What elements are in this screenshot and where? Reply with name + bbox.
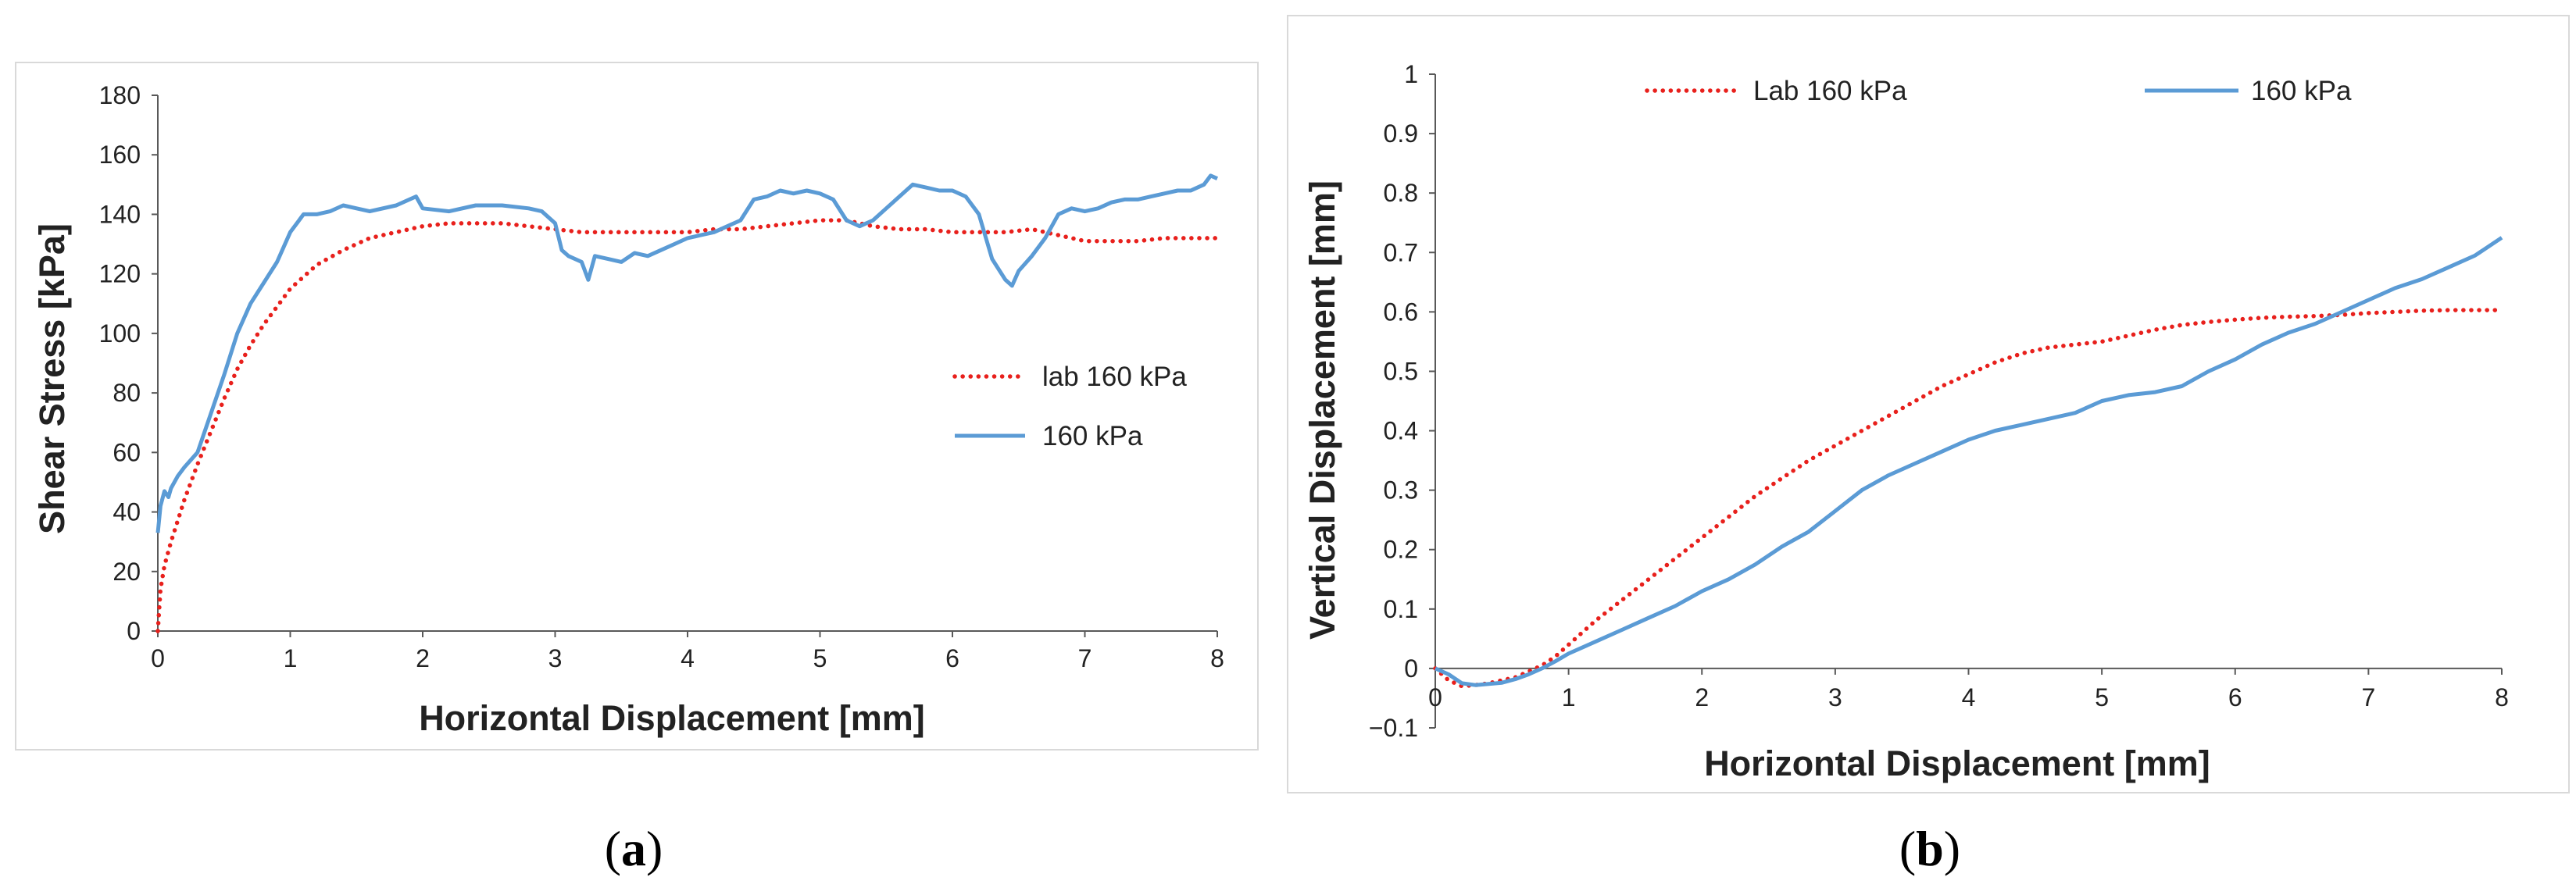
x-tick-label: 0 [1428,683,1442,711]
chart-b-axes: −0.1 0 0.1 0.2 0.3 0.4 0.5 0.6 0.7 0.8 0.9 1 0 1 2 3 4 5 6… [1369,60,2509,742]
chart-b-ylabel: Vertical Displacement [mm] [1302,180,1342,640]
y-tick-label: 0 [1404,654,1418,683]
chart-panel-b: −0.1 0 0.1 0.2 0.3 0.4 0.5 0.6 0.7 0.8 0.9 1 0 1 2 3 4 5 6… [1287,15,2570,876]
y-tick-label: 120 [99,260,141,288]
chart-b-caption: (b) [1899,821,1960,876]
series-line-model [155,173,1219,533]
x-tick-label: 2 [1695,683,1709,711]
y-tick-label: 80 [113,379,141,407]
chart-a-caption-open: ( [605,821,621,876]
chart-a-xlabel: Horizontal Displacement [mm] [419,698,925,738]
chart-a-caption-close: ) [646,821,663,876]
legend-label: 160 kPa [2251,76,2352,106]
x-tick-label: 6 [2228,683,2242,711]
y-tick-label: 0.6 [1384,298,1418,326]
x-tick-label: 3 [548,644,563,672]
x-tick-label: 7 [1078,644,1092,672]
y-tick-label: 1 [1404,60,1418,88]
chart-a-legend: lab 160 kPa 160 kPa [952,362,1187,451]
y-tick-label: 40 [113,498,141,526]
y-tick-label: 180 [99,81,141,109]
x-tick-label: 8 [1210,644,1224,672]
y-tick-label: 0.8 [1384,179,1418,207]
x-tick-label: 8 [2495,683,2509,711]
y-tick-label: 0.3 [1384,476,1418,505]
x-tick-label: 7 [2361,683,2375,711]
chart-b-frame [1287,15,2570,793]
legend-label: 160 kPa [1042,421,1143,451]
series-line-lab [155,218,1220,633]
chart-a-frame [15,62,1259,751]
x-tick-label: 5 [2095,683,2109,711]
y-tick-label: 160 [99,141,141,169]
x-tick-label: 4 [1962,683,1976,711]
chart-a-axes: 0 20 40 60 80 100 120 140 160 180 0 1 2 3 4 5 6 7 8 [99,81,1224,672]
chart-a-series [155,173,1220,633]
y-tick-label: 60 [113,438,141,466]
y-tick-label: −0.1 [1369,714,1418,742]
y-tick-label: 0.2 [1384,536,1418,564]
y-tick-label: 20 [113,558,141,586]
chart-b-legend: Lab 160 kPa 160 kPa [1645,76,2352,106]
y-tick-label: 0.4 [1384,417,1418,445]
x-tick-label: 2 [416,644,430,672]
y-tick-label: 0.5 [1384,357,1418,385]
x-tick-label: 4 [681,644,695,672]
chart-panel-a: 0 20 40 60 80 100 120 140 160 180 0 1 2 3 4 5 6 7 8 lab 16… [15,62,1259,876]
y-tick-label: 100 [99,319,141,348]
chart-a-caption: (a) [605,821,663,876]
chart-b-caption-letter: b [1916,821,1944,876]
y-tick-label: 0.9 [1384,119,1418,148]
series-line-lab [1433,308,2504,689]
chart-b-caption-open: ( [1899,821,1916,876]
x-tick-label: 5 [813,644,827,672]
series-line-model [1434,236,2503,687]
legend-label: lab 160 kPa [1042,362,1187,392]
legend-label: Lab 160 kPa [1753,76,1907,106]
y-tick-label: 0 [127,617,141,645]
x-tick-label: 1 [1562,683,1576,711]
x-tick-label: 1 [284,644,298,672]
chart-a-ylabel: Shear Stress [kPa] [32,223,72,534]
x-tick-label: 3 [1828,683,1842,711]
y-tick-label: 0.7 [1384,238,1418,266]
y-tick-label: 140 [99,200,141,228]
chart-b-caption-close: ) [1944,821,1960,876]
chart-a-caption-letter: a [621,821,646,876]
x-tick-label: 0 [151,644,165,672]
chart-b-xlabel: Horizontal Displacement [mm] [1704,743,2210,783]
y-tick-label: 0.1 [1384,595,1418,623]
x-tick-label: 6 [945,644,959,672]
chart-b-series [1433,236,2504,689]
